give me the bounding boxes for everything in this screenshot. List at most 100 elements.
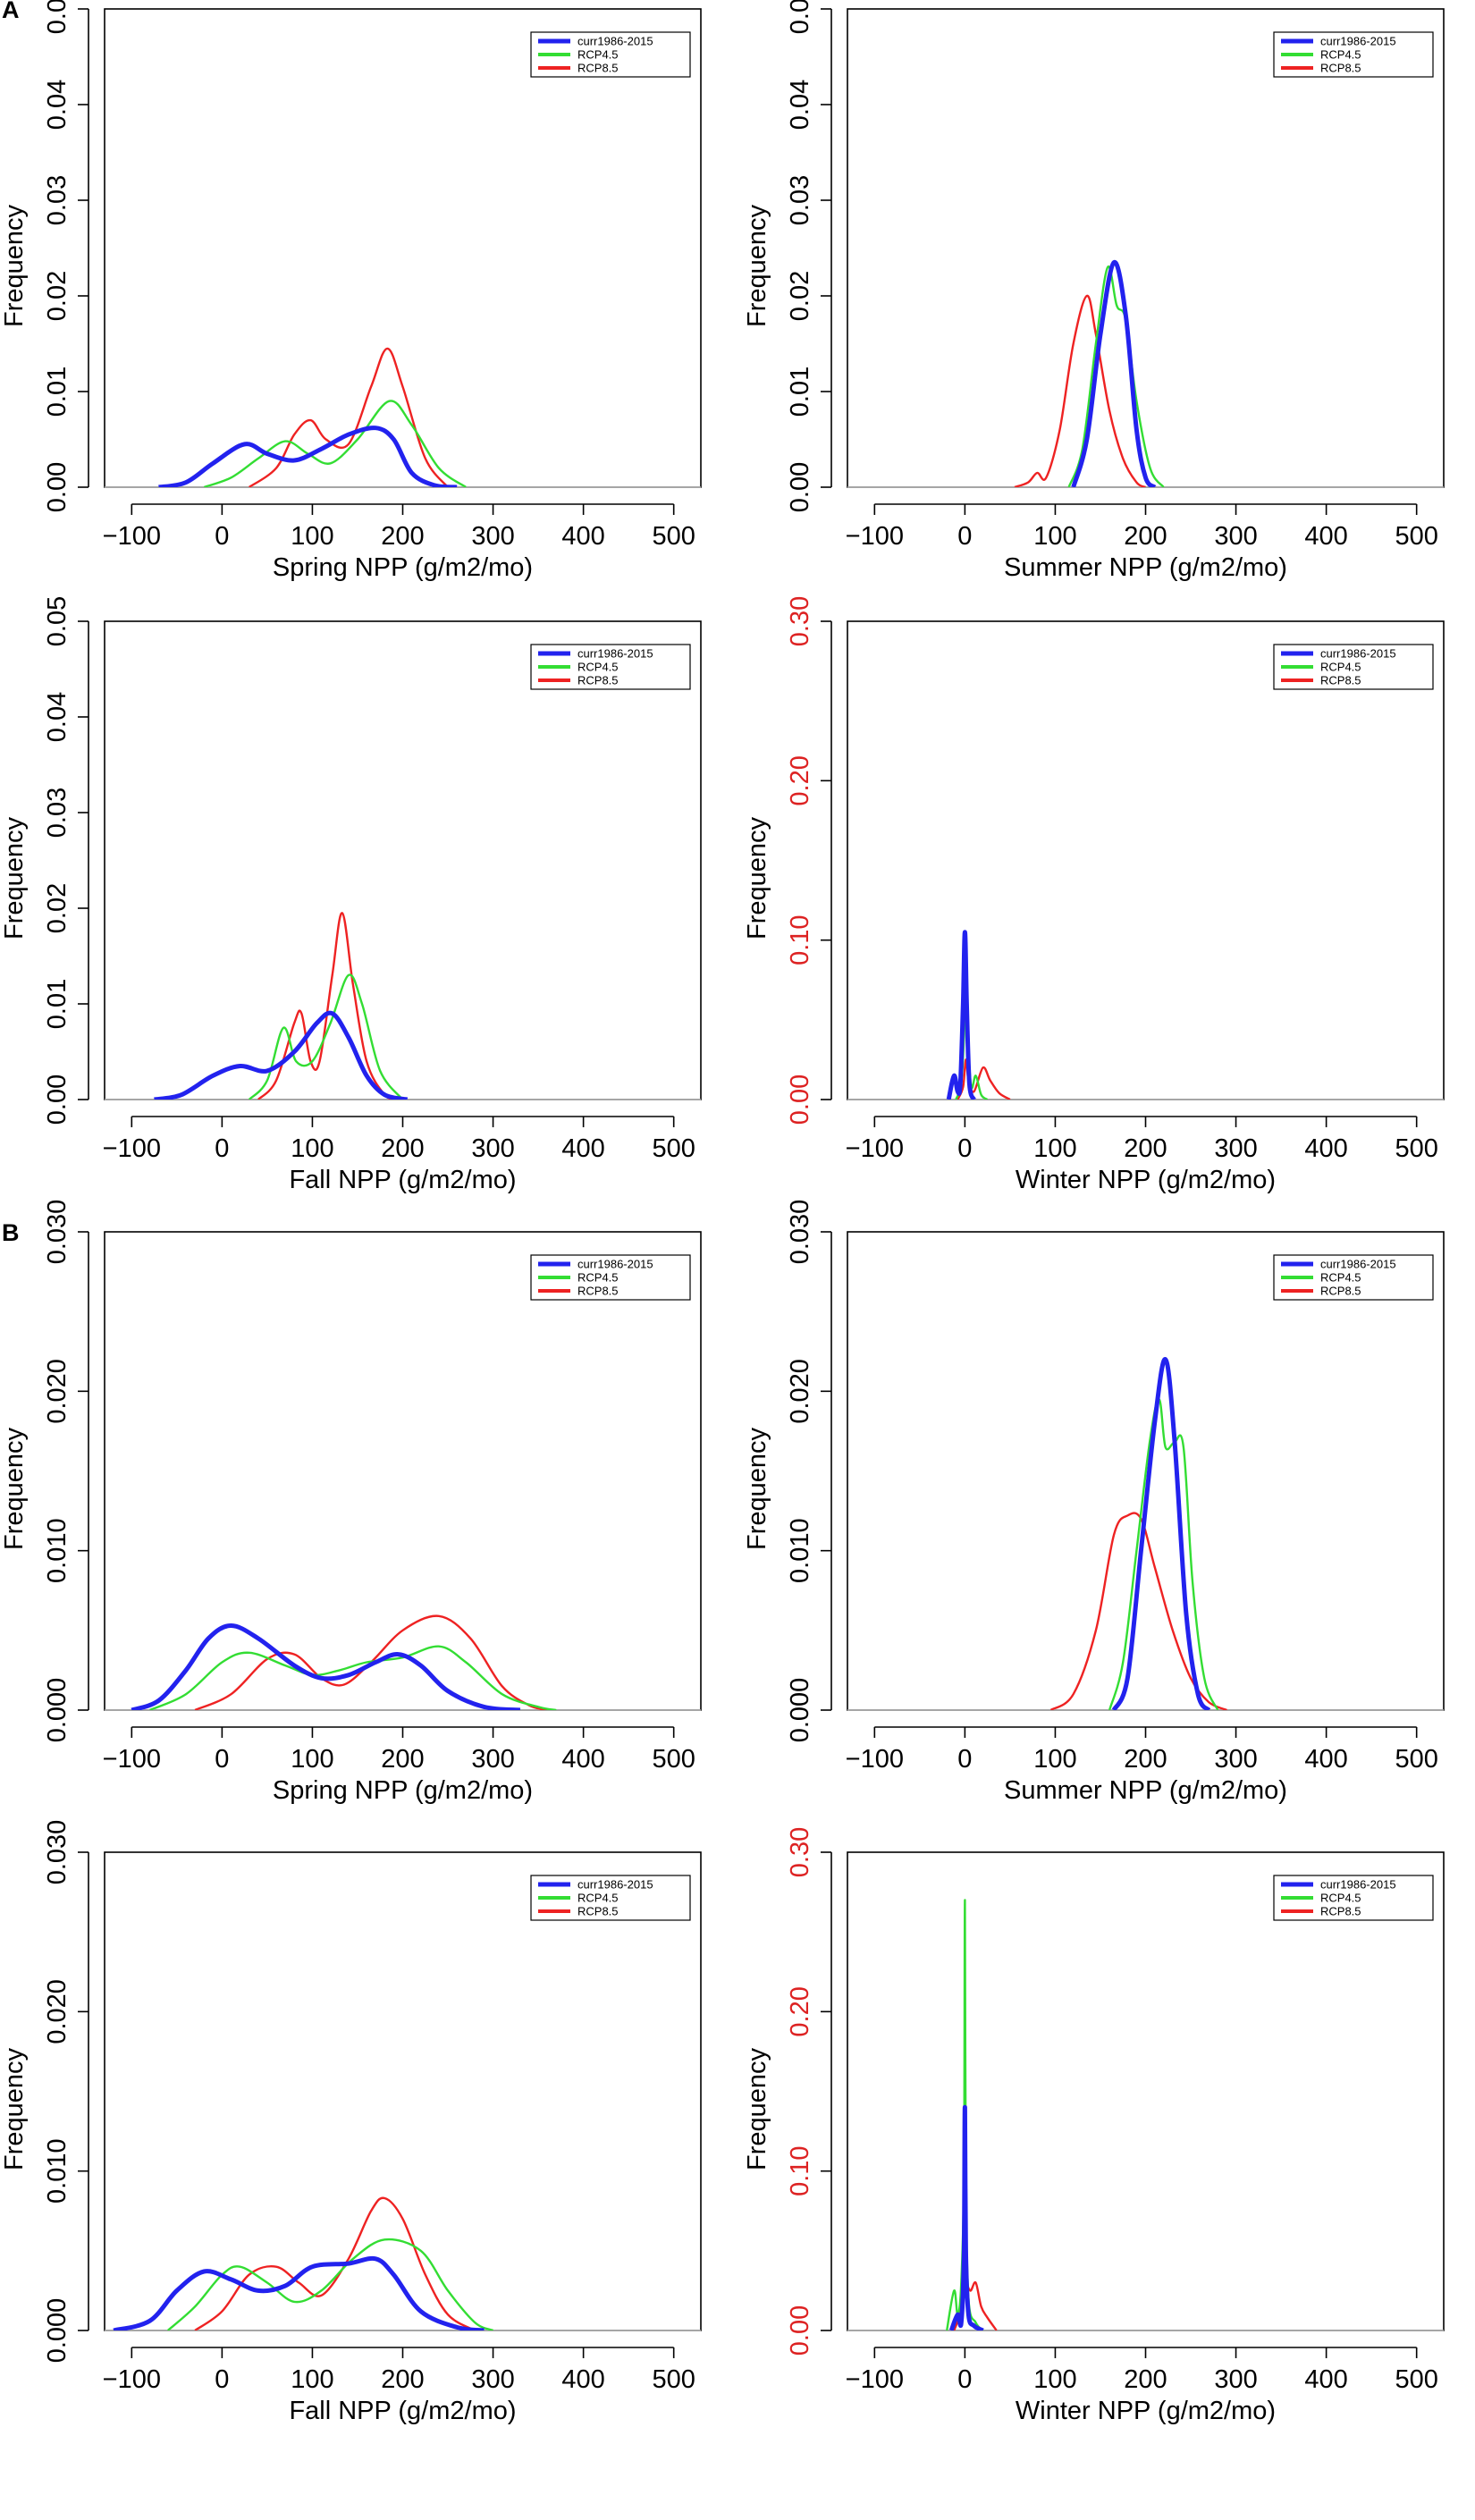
- series-line-curr1986-2015: [1071, 260, 1157, 487]
- plot-frame: [104, 8, 702, 488]
- y-tick-label: 0.00: [43, 1075, 72, 1125]
- x-tick-label: 200: [381, 522, 424, 551]
- x-tick-label: 300: [471, 2365, 514, 2394]
- y-axis-label: Frequency: [743, 816, 771, 940]
- plot-frame: [847, 8, 1445, 488]
- x-tick-label: 100: [291, 1745, 333, 1774]
- series-line-rcp8-5: [249, 347, 449, 487]
- legend-entry: RCP8.5: [577, 62, 619, 75]
- x-tick-label: 300: [471, 1745, 514, 1774]
- legend-entry: curr1986-2015: [1320, 647, 1396, 661]
- series-line-curr1986-2015: [154, 1010, 409, 1100]
- y-tick-label: 0.030: [43, 1200, 72, 1265]
- x-tick-label: 200: [1124, 2365, 1167, 2394]
- y-tick-label: 0.20: [786, 755, 814, 805]
- legend-entry: RCP4.5: [1320, 1271, 1361, 1285]
- y-axis-label: Frequency: [0, 816, 29, 940]
- chart-A-winter: −100 0 100 200 300 400 500 Winter NPP (g/m2/mo)…: [743, 596, 1445, 1194]
- series-line-rcp4-5: [149, 1645, 557, 1710]
- y-tick-label: 0.03: [43, 788, 72, 838]
- legend-entry: RCP4.5: [577, 1271, 619, 1285]
- chart-A-summer: −100 0 100 200 300 400 500 Summer NPP (g/m2/mo)…: [743, 0, 1445, 582]
- y-tick-label: 0.020: [43, 1359, 72, 1424]
- y-tick-label: 0.010: [43, 1518, 72, 1583]
- legend-entry: RCP8.5: [1320, 62, 1361, 75]
- x-tick-label: 400: [561, 1745, 604, 1774]
- chart-B-summer: −100 0 100 200 300 400 500 Summer NPP (g/m2/mo)…: [743, 1200, 1445, 1805]
- plot-frame: [104, 1851, 702, 2331]
- y-axis-label: Frequency: [0, 204, 29, 327]
- legend-entry: curr1986-2015: [577, 647, 653, 661]
- x-tick-label: 200: [381, 1134, 424, 1163]
- x-tick-label: 500: [652, 1745, 695, 1774]
- x-tick-label: −100: [103, 522, 161, 551]
- plot-frame: [847, 1851, 1445, 2331]
- series-line-rcp4-5: [1067, 265, 1165, 487]
- legend-entry: curr1986-2015: [1320, 1258, 1396, 1271]
- y-tick-label: 0.04: [43, 80, 72, 130]
- x-tick-label: 400: [1304, 522, 1347, 551]
- chart-A-spring: −100 0 100 200 300 400 500 Spring NPP (g/m2/mo)…: [0, 0, 702, 582]
- x-tick-label: 100: [1033, 1134, 1076, 1163]
- x-tick-label: 0: [215, 1745, 229, 1774]
- x-tick-label: 0: [215, 1134, 229, 1163]
- x-tick-label: 300: [1214, 1745, 1257, 1774]
- x-axis-label: Spring NPP (g/m2/mo): [273, 1776, 533, 1805]
- series-line-rcp8-5: [1014, 294, 1147, 487]
- x-tick-label: 300: [1214, 1134, 1257, 1163]
- x-axis-label: Winter NPP (g/m2/mo): [1016, 2397, 1276, 2425]
- y-tick-label: 0.30: [786, 596, 814, 646]
- y-tick-label: 0.04: [43, 692, 72, 742]
- x-tick-label: −100: [846, 522, 904, 551]
- x-tick-label: −100: [103, 1134, 161, 1163]
- panel-label-b: B: [2, 1219, 20, 1246]
- legend-entry: RCP8.5: [1320, 674, 1361, 687]
- chart-B-spring: −100 0 100 200 300 400 500 Spring NPP (g/m2/mo)…: [0, 1200, 702, 1805]
- x-tick-label: 0: [957, 2365, 972, 2394]
- series-line-rcp8-5: [194, 2196, 476, 2330]
- legend-entry: RCP8.5: [577, 1285, 619, 1298]
- y-tick-label: 0.000: [786, 1678, 814, 1743]
- y-tick-label: 0.30: [786, 1827, 814, 1877]
- x-tick-label: 0: [215, 2365, 229, 2394]
- legend-entry: RCP4.5: [577, 48, 619, 62]
- legend-entry: RCP8.5: [577, 1905, 619, 1918]
- y-tick-label: 0.030: [786, 1200, 814, 1265]
- x-axis-label: Summer NPP (g/m2/mo): [1004, 1776, 1287, 1805]
- plot-frame: [847, 620, 1445, 1100]
- legend-entry: curr1986-2015: [1320, 35, 1396, 48]
- y-tick-label: 0.05: [43, 0, 72, 34]
- y-tick-label: 0.10: [786, 914, 814, 965]
- x-axis-label: Fall NPP (g/m2/mo): [289, 2397, 516, 2425]
- legend-entry: RCP4.5: [577, 661, 619, 674]
- legend-entry: RCP4.5: [1320, 48, 1361, 62]
- series-line-rcp8-5: [1049, 1512, 1227, 1710]
- series-line-rcp8-5: [957, 1058, 1011, 1100]
- y-tick-label: 0.04: [786, 80, 814, 130]
- x-tick-label: 500: [1395, 1134, 1437, 1163]
- series-line-rcp4-5: [248, 973, 404, 1100]
- y-tick-label: 0.00: [43, 462, 72, 512]
- y-tick-label: 0.02: [786, 271, 814, 321]
- plot-frame: [104, 1231, 702, 1711]
- chart-B-winter: −100 0 100 200 300 400 500 Winter NPP (g/m2/mo)…: [743, 1827, 1445, 2425]
- legend-entry: curr1986-2015: [577, 1878, 653, 1892]
- y-tick-label: 0.030: [43, 1820, 72, 1885]
- y-tick-label: 0.00: [786, 1075, 814, 1125]
- x-tick-label: 100: [291, 2365, 333, 2394]
- series-line-rcp4-5: [203, 400, 467, 487]
- x-tick-label: 500: [1395, 522, 1437, 551]
- series-line-curr1986-2015: [948, 2104, 984, 2330]
- legend-entry: curr1986-2015: [577, 35, 653, 48]
- y-tick-label: 0.02: [43, 271, 72, 321]
- legend-entry: RCP8.5: [1320, 1905, 1361, 1918]
- x-axis-label: Summer NPP (g/m2/mo): [1004, 553, 1287, 582]
- legend-entry: RCP4.5: [577, 1892, 619, 1905]
- y-tick-label: 0.02: [43, 883, 72, 933]
- x-tick-label: −100: [846, 2365, 904, 2394]
- x-tick-label: 300: [1214, 2365, 1257, 2394]
- series-line-rcp4-5: [1108, 1398, 1219, 1710]
- x-tick-label: 0: [957, 1745, 972, 1774]
- y-tick-label: 0.01: [786, 367, 814, 417]
- y-tick-label: 0.010: [786, 1518, 814, 1583]
